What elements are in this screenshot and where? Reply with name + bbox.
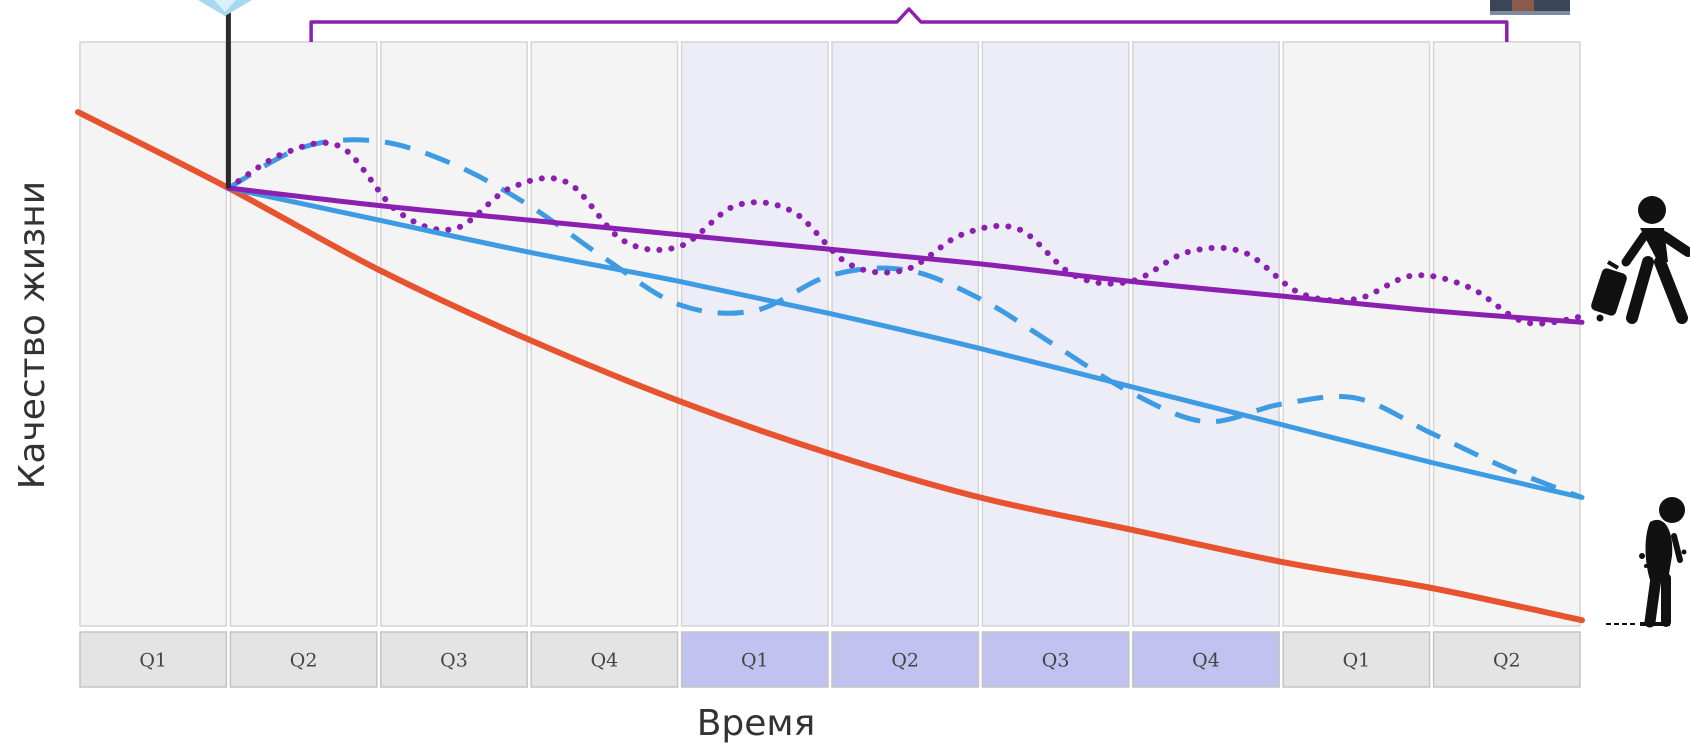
quarter-box (530, 631, 679, 688)
x-axis-label: Время (697, 703, 816, 744)
series-line-purple-dotted (225, 139, 1585, 327)
quarter-tick-label: Q3 (440, 650, 468, 672)
quarter-tick-label: Q1 (1343, 650, 1371, 672)
quarter-column (831, 41, 980, 627)
y-axis-label: Качество жизни (12, 181, 53, 489)
quarter-tick-label: Q2 (1493, 650, 1521, 672)
quarter-tick-label: Q4 (1192, 650, 1220, 672)
quarter-box (229, 631, 378, 688)
quarter-box (1432, 631, 1581, 688)
quarter-column (79, 41, 228, 627)
quarter-column (380, 41, 528, 627)
walking-traveller-icon (1591, 196, 1690, 324)
series-line-red-solid (75, 109, 1585, 624)
quarter-column (1432, 41, 1581, 627)
quarter-column (229, 41, 378, 627)
quarter-column (1132, 41, 1280, 627)
quarter-columns (79, 41, 1581, 627)
quarter-box (79, 631, 228, 688)
quarter-box (831, 631, 980, 688)
quarter-tick-label: Q2 (290, 650, 318, 672)
photo-thumbnail-icon (1490, 0, 1570, 15)
quarter-column (530, 41, 679, 627)
quarter-box (1282, 631, 1431, 688)
quarter-tick-label: Q1 (741, 650, 769, 672)
crystal-icon (198, 0, 252, 16)
quarter-tick-label: Q3 (1042, 650, 1070, 672)
quarter-column (680, 41, 829, 627)
quarter-box (1132, 631, 1280, 688)
series-line-purple-solid (225, 185, 1585, 325)
curves-layer (75, 109, 1585, 624)
quarter-tick-label: Q1 (139, 650, 167, 672)
quarter-tick-label: Q2 (891, 650, 919, 672)
quarter-column (1282, 41, 1431, 627)
series-line-blue-solid (225, 185, 1585, 500)
quarter-labels-row: Q1 Q2 Q3 Q4 Q1 Q2 Q3 Q4 Q1 Q2 (79, 631, 1581, 688)
quarter-box (981, 631, 1130, 688)
quarter-box (680, 631, 829, 688)
period-bracket (309, 7, 1509, 42)
quarter-column (981, 41, 1130, 627)
series-line-blue-dashed (227, 137, 1583, 500)
hunched-elderly-person-icon (1606, 497, 1687, 628)
quarter-tick-label: Q4 (591, 650, 619, 672)
quarter-box (380, 631, 528, 688)
